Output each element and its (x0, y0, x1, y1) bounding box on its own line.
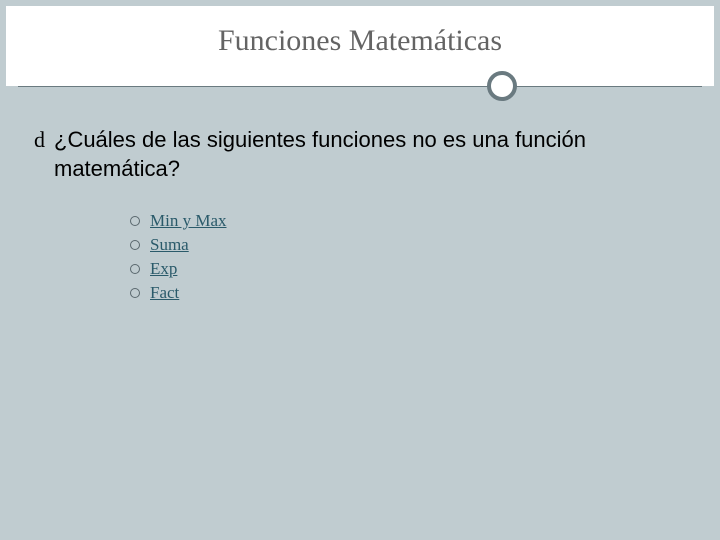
content-area: d¿Cuáles de las siguientes funciones no … (6, 86, 714, 303)
question-text: d¿Cuáles de las siguientes funciones no … (34, 126, 686, 183)
list-item: Suma (130, 235, 686, 255)
title-divider (6, 70, 714, 102)
slide: Funciones Matemáticas d¿Cuáles de las si… (6, 6, 714, 534)
list-item: Fact (130, 283, 686, 303)
options-list: Min y Max Suma Exp Fact (34, 211, 686, 303)
option-link-min-y-max[interactable]: Min y Max (150, 211, 227, 231)
bullet-circle-icon (130, 216, 140, 226)
list-item: Exp (130, 259, 686, 279)
option-link-exp[interactable]: Exp (150, 259, 177, 279)
slide-title: Funciones Matemáticas (6, 24, 714, 58)
question-body: ¿Cuáles de las siguientes funciones no e… (54, 127, 586, 181)
bullet-circle-icon (130, 240, 140, 250)
bullet-circle-icon (130, 264, 140, 274)
option-link-suma[interactable]: Suma (150, 235, 189, 255)
bullet-circle-icon (130, 288, 140, 298)
divider-line (18, 86, 702, 87)
title-area: Funciones Matemáticas (6, 6, 714, 86)
list-item: Min y Max (130, 211, 686, 231)
option-link-fact[interactable]: Fact (150, 283, 179, 303)
question-bullet-icon: d (34, 126, 54, 155)
divider-circle-icon (487, 71, 517, 101)
